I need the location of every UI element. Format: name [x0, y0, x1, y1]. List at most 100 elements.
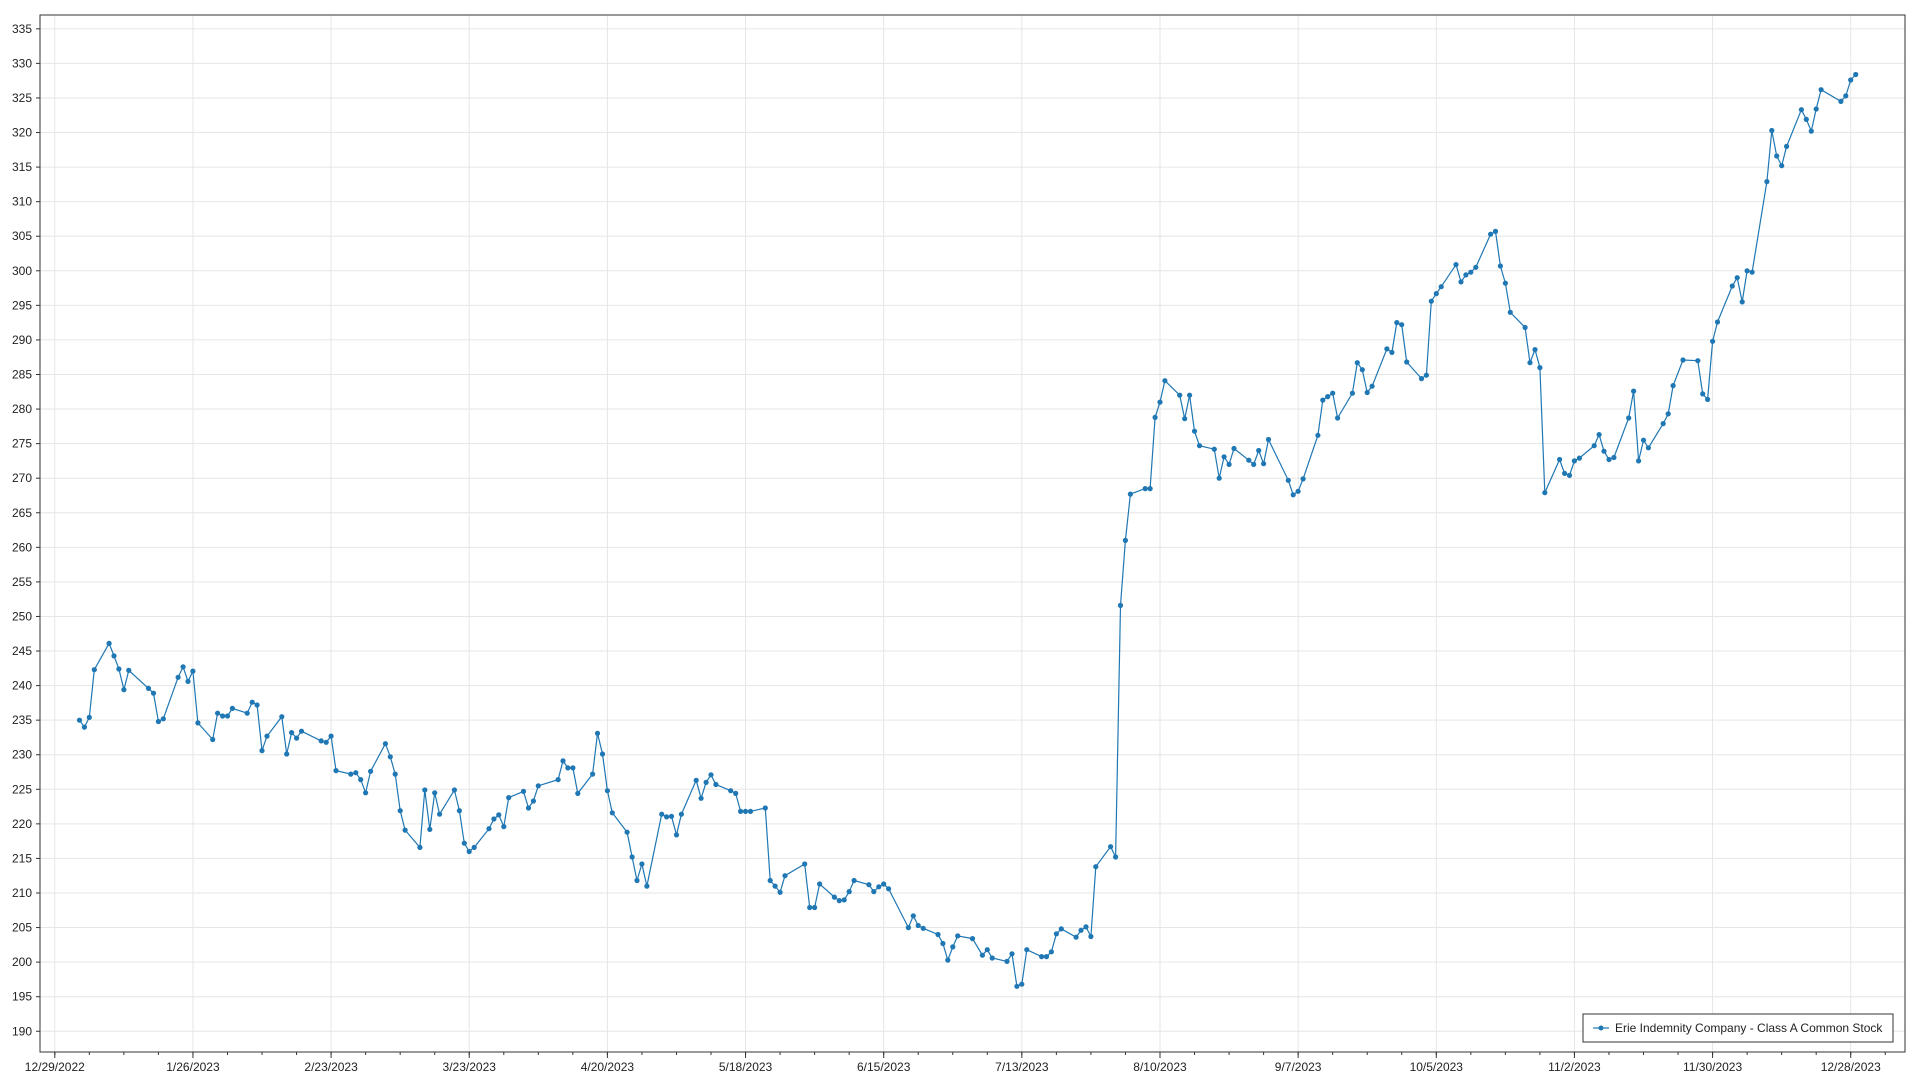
data-point — [733, 790, 739, 797]
data-point — [1399, 322, 1405, 328]
data-point — [155, 718, 161, 725]
data-point — [417, 844, 423, 851]
data-point — [1394, 320, 1400, 326]
data-point — [486, 826, 492, 832]
data-point — [1014, 983, 1020, 989]
data-point — [1562, 470, 1568, 476]
data-point — [1196, 443, 1203, 449]
y-tick-label: 290 — [12, 333, 32, 347]
data-point — [560, 758, 566, 764]
data-point — [989, 955, 995, 961]
x-tick-label: 11/30/2023 — [1683, 1060, 1742, 1074]
data-point — [1497, 263, 1503, 269]
y-tick-label: 255 — [12, 575, 32, 589]
data-point — [466, 848, 472, 855]
data-point — [1803, 116, 1809, 122]
data-point — [185, 678, 191, 685]
data-point — [1488, 231, 1494, 237]
data-point — [678, 811, 685, 817]
data-point — [1695, 358, 1701, 364]
data-point — [1670, 383, 1676, 389]
legend-label: Erie Indemnity Company - Class A Common … — [1615, 1021, 1883, 1035]
data-point — [866, 882, 872, 888]
x-tick-label: 2/23/2023 — [304, 1060, 358, 1074]
data-point — [1601, 448, 1607, 454]
data-point — [150, 690, 157, 696]
y-tick-label: 330 — [12, 56, 32, 70]
data-point — [846, 889, 852, 895]
data-point — [1576, 455, 1582, 461]
data-point — [1507, 309, 1513, 315]
data-point — [1404, 359, 1410, 365]
y-tick-label: 285 — [12, 367, 32, 381]
data-point — [1256, 447, 1262, 454]
data-point — [1453, 262, 1459, 268]
data-point — [940, 940, 946, 947]
data-point — [1784, 143, 1790, 149]
data-point — [1058, 926, 1064, 932]
data-point — [851, 877, 857, 884]
data-point — [81, 724, 87, 730]
data-point — [1522, 324, 1528, 331]
data-point — [1122, 537, 1128, 544]
data-point — [565, 765, 571, 771]
data-point — [1848, 77, 1854, 83]
data-point — [767, 877, 773, 884]
data-point — [1774, 153, 1780, 159]
data-point — [1710, 338, 1716, 344]
data-point — [950, 944, 956, 950]
data-point — [456, 808, 462, 814]
data-point — [145, 685, 152, 692]
data-point — [802, 861, 808, 867]
data-point — [1251, 461, 1257, 467]
data-point — [1636, 458, 1642, 464]
data-point — [1749, 269, 1755, 275]
data-point — [1335, 415, 1341, 421]
data-point — [762, 805, 768, 811]
data-point — [812, 904, 818, 911]
legend-box — [1582, 1013, 1894, 1043]
data-point — [742, 808, 749, 815]
grid — [40, 15, 1905, 1052]
data-point — [229, 705, 235, 712]
data-point — [1182, 416, 1188, 422]
data-point — [1191, 428, 1198, 434]
data-point — [738, 808, 744, 815]
data-point — [1157, 399, 1163, 405]
data-point — [294, 735, 300, 741]
data-point — [831, 894, 838, 900]
data-point — [1177, 392, 1183, 398]
data-point — [1113, 854, 1119, 860]
data-point — [1779, 163, 1785, 169]
data-point — [397, 808, 403, 814]
data-point — [215, 710, 221, 716]
data-point — [955, 933, 961, 939]
data-point — [1285, 477, 1291, 483]
data-point — [609, 810, 615, 816]
data-point — [1626, 415, 1632, 421]
data-point — [673, 832, 680, 838]
y-tick-label: 270 — [12, 471, 32, 485]
data-point — [328, 733, 334, 739]
data-point — [323, 739, 329, 745]
data-point — [402, 827, 408, 833]
y-tick-label: 230 — [12, 748, 32, 762]
data-point — [1088, 933, 1094, 940]
data-point — [920, 925, 926, 931]
data-point — [1764, 179, 1770, 185]
data-point — [1389, 349, 1395, 355]
data-point — [639, 861, 645, 867]
data-point — [1187, 392, 1193, 398]
data-point — [264, 733, 270, 739]
data-point — [1813, 106, 1819, 112]
data-point — [1320, 397, 1326, 403]
y-tick-label: 235 — [12, 713, 32, 727]
data-point — [1073, 934, 1079, 940]
data-point — [1492, 228, 1499, 234]
data-point — [461, 840, 467, 846]
data-point — [76, 717, 83, 723]
data-point — [777, 889, 783, 895]
data-point — [254, 702, 260, 708]
data-point — [427, 826, 433, 833]
x-tick-label: 8/10/2023 — [1133, 1060, 1187, 1074]
